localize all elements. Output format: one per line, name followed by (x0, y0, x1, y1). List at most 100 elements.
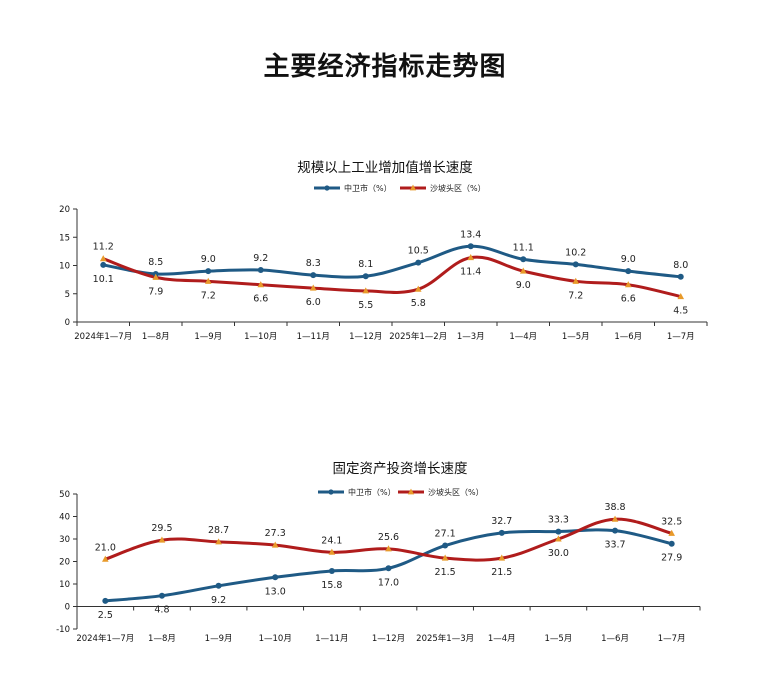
data-label: 9.0 (201, 254, 216, 265)
data-label: 5.8 (411, 298, 426, 309)
data-label: 27.3 (265, 528, 286, 539)
data-label: 2.5 (98, 610, 113, 621)
data-label: 8.1 (358, 259, 373, 270)
page-title: 主要经济指标走势图 (263, 52, 507, 82)
data-point (310, 272, 317, 279)
chart-title: 固定资产投资增长速度 (333, 461, 468, 477)
data-label: 21.5 (491, 567, 512, 578)
x-tick-label: 1—6月 (614, 332, 642, 342)
data-point (611, 515, 619, 522)
legend-marker-1 (328, 489, 334, 495)
x-tick-label: 1—7月 (667, 332, 695, 342)
legend-entry-2: 沙坡头区（%） (428, 487, 484, 497)
data-point (205, 268, 212, 275)
data-label: 11.1 (513, 242, 534, 253)
x-tick-label: 1—4月 (488, 634, 516, 644)
data-point (385, 545, 392, 552)
data-point (442, 542, 449, 549)
data-point (624, 281, 632, 288)
data-point (362, 287, 370, 294)
x-tick-label: 1—9月 (194, 332, 222, 342)
y-tick-label: 0 (65, 603, 70, 613)
data-point (467, 243, 474, 250)
data-point (204, 277, 212, 284)
x-tick-label: 1—3月 (457, 332, 485, 342)
data-label: 11.4 (460, 267, 481, 278)
y-tick-label: 5 (65, 290, 70, 300)
data-point (519, 267, 527, 274)
data-label: 8.0 (673, 260, 688, 271)
data-point (102, 555, 109, 562)
legend-marker-2 (409, 184, 417, 191)
x-tick-label: 1—10月 (259, 634, 292, 644)
data-label: 27.9 (661, 553, 682, 564)
x-tick-label: 1—5月 (562, 332, 590, 342)
data-point (257, 281, 265, 288)
x-tick-label: 1—8月 (142, 332, 170, 342)
chart-title: 规模以上工业增加值增长速度 (297, 160, 473, 176)
legend-entry-1: 中卫市（%） (344, 183, 392, 193)
data-label: 9.0 (516, 280, 531, 291)
y-tick-label: 40 (59, 513, 70, 523)
data-point (498, 529, 505, 536)
x-tick-label: 2024年1—7月 (74, 331, 132, 342)
x-tick-label: 1—12月 (372, 634, 405, 644)
data-point (272, 574, 279, 581)
data-label: 7.9 (148, 286, 163, 297)
data-label: 30.0 (548, 548, 569, 559)
y-tick-label: 0 (65, 318, 70, 328)
data-label: 38.8 (604, 502, 625, 513)
data-label: 10.2 (565, 247, 586, 258)
data-label: 33.3 (548, 515, 569, 526)
x-tick-label: 2024年1—7月 (76, 633, 134, 644)
x-tick-label: 1—10月 (244, 332, 277, 342)
data-label: 5.5 (358, 300, 373, 311)
data-point (520, 256, 527, 263)
x-tick-label: 1—6月 (601, 634, 629, 644)
data-point (414, 285, 422, 292)
y-tick-label: 15 (59, 233, 70, 243)
data-label: 4.8 (154, 605, 169, 616)
x-tick-label: 2025年1—2月 (389, 331, 447, 342)
data-point (572, 261, 579, 268)
data-point (215, 582, 222, 589)
data-point (498, 554, 506, 561)
legend-entry-2: 沙坡头区（%） (430, 183, 486, 193)
legend-marker-1 (324, 185, 330, 191)
data-label: 8.5 (148, 257, 163, 268)
data-label: 9.0 (621, 254, 636, 265)
data-label: 24.1 (321, 535, 342, 546)
data-point (625, 268, 632, 275)
y-tick-label: 10 (59, 580, 70, 590)
data-label: 10.1 (93, 274, 114, 285)
data-label: 9.2 (253, 253, 268, 264)
data-label: 21.5 (435, 567, 456, 578)
data-point (668, 529, 675, 536)
x-tick-label: 2025年1—3月 (416, 633, 474, 644)
x-tick-label: 1—8月 (148, 634, 176, 644)
data-point (158, 592, 165, 599)
y-tick-label: -10 (56, 625, 70, 635)
data-point (467, 253, 475, 261)
x-tick-label: 1—11月 (297, 332, 330, 342)
data-point (102, 597, 109, 604)
data-point (555, 528, 562, 535)
y-tick-label: 10 (59, 262, 70, 272)
data-point (328, 567, 335, 574)
data-label: 25.6 (378, 532, 399, 543)
legend-entry-1: 中卫市（%） (348, 487, 396, 497)
data-point (215, 538, 222, 545)
data-label: 21.0 (95, 542, 116, 553)
data-point (555, 535, 562, 542)
series-line-1 (102, 244, 681, 279)
data-label: 4.5 (673, 306, 688, 317)
data-point (668, 540, 675, 547)
data-label: 7.2 (201, 290, 216, 301)
data-label: 33.7 (604, 540, 625, 551)
data-label: 28.7 (208, 525, 229, 536)
data-point (309, 284, 317, 291)
y-tick-label: 20 (59, 558, 70, 568)
data-label: 32.7 (491, 516, 512, 527)
